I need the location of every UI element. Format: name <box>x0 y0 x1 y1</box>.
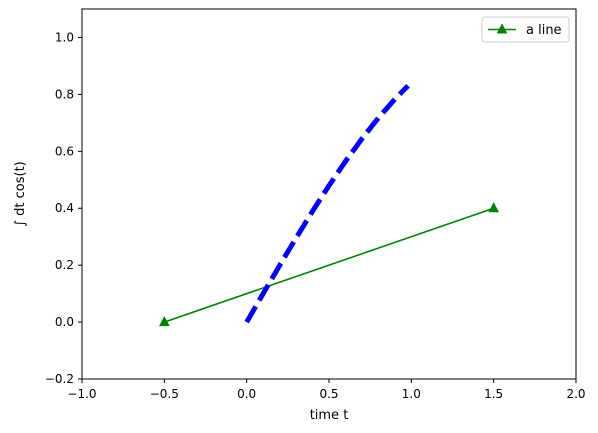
y-axis-title: ∫ dt cos(t) <box>13 161 28 227</box>
legend: a line <box>481 16 570 43</box>
series-line-0 <box>164 207 494 323</box>
x-tick-label: 1.5 <box>484 387 503 401</box>
y-tick-label: 0.6 <box>55 144 74 158</box>
y-tick-label: 0.8 <box>55 87 74 101</box>
x-axis-title: time t <box>310 408 349 423</box>
x-tick-label: 0.5 <box>319 387 338 401</box>
y-tick-label: 0.0 <box>55 315 74 329</box>
y-tick-label: 0.2 <box>55 258 74 272</box>
series-line-1 <box>244 83 410 324</box>
series-0-marker-1 <box>488 202 499 213</box>
plot-frame <box>81 8 577 380</box>
legend-box <box>481 16 570 43</box>
legend-marker <box>496 23 508 34</box>
x-tick-label: 2.0 <box>566 387 585 401</box>
x-tick-label: −1.0 <box>67 387 96 401</box>
y-tick-label: −0.2 <box>45 372 74 386</box>
series-0-marker-0 <box>159 316 170 327</box>
x-tick-label: 1.0 <box>402 387 421 401</box>
y-tick-label: 0.4 <box>55 201 74 215</box>
legend-label: a line <box>526 23 562 38</box>
x-tick-label: −0.5 <box>150 387 179 401</box>
y-tick-label: 1.0 <box>55 30 74 44</box>
x-tick-label: 0.0 <box>237 387 256 401</box>
